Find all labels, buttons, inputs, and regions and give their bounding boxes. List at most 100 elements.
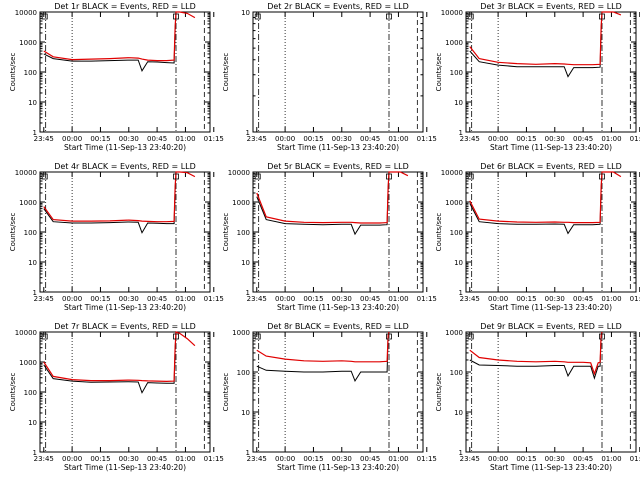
boundary-box-marker <box>599 333 605 340</box>
x-tick-label: 01:00 <box>388 295 408 303</box>
x-tick-label: 00:00 <box>275 135 295 143</box>
y-tick-label: 1000 <box>445 199 463 207</box>
y-tick-label: 10 <box>28 259 37 267</box>
x-tick-label: 23:45 <box>460 455 480 463</box>
boundary-box-marker <box>386 13 392 20</box>
lld-series-line <box>43 171 196 223</box>
x-tick-label: 00:15 <box>303 455 323 463</box>
y-tick-label: 1000 <box>445 39 463 47</box>
events-series-line <box>43 171 177 234</box>
y-tick-label: 10 <box>454 99 463 107</box>
x-axis-label: Start Time (11-Sep-13 23:40:20) <box>490 463 612 472</box>
detector-panel-2: Det 2r BLACK = Events, RED = LLD 1 10 Count… <box>222 2 437 152</box>
detector-panel-7: Det 7r BLACK = Events, RED = LLD 1 10 100 10… <box>9 322 224 472</box>
y-tick-label: 1000 <box>445 329 463 337</box>
y-tick-label: 100 <box>24 69 37 77</box>
lld-series-line <box>469 11 622 66</box>
y-tick-label: 1 <box>459 449 463 457</box>
plot-frame <box>252 331 424 453</box>
boundary-box-marker <box>41 13 48 20</box>
x-tick-label: 00:45 <box>147 135 167 143</box>
x-tick-label: 00:15 <box>303 295 323 303</box>
x-tick-label: 23:45 <box>247 455 267 463</box>
y-axis-label: Counts/sec <box>9 53 17 92</box>
y-axis-label: Counts/sec <box>435 53 443 92</box>
lld-series-line <box>256 171 409 224</box>
y-tick-label: 1 <box>459 129 463 137</box>
lld-series-line <box>469 171 622 224</box>
y-tick-label: 1000 <box>232 199 250 207</box>
boundary-box-marker <box>254 13 261 20</box>
y-tick-label: 10 <box>241 9 250 17</box>
boundary-box-marker <box>386 173 392 180</box>
y-tick-label: 10000 <box>441 9 463 17</box>
detector-panel-6: Det 6r BLACK = Events, RED = LLD 1 10 100 10… <box>435 162 640 312</box>
x-tick-label: 00:00 <box>488 455 508 463</box>
y-tick-label: 10000 <box>228 169 250 177</box>
y-tick-label: 10 <box>454 409 463 417</box>
events-series-line <box>43 331 177 394</box>
events-series-line <box>469 11 603 78</box>
x-axis-label: Start Time (11-Sep-13 23:40:20) <box>64 463 186 472</box>
detector-panel-3: Det 3r BLACK = Events, RED = LLD 1 10 100 10… <box>435 2 640 152</box>
boundary-box-marker <box>173 333 179 340</box>
y-tick-label: 1000 <box>19 199 37 207</box>
x-axis-label: Start Time (11-Sep-13 23:40:20) <box>277 303 399 312</box>
x-tick-label: 01:15 <box>417 135 437 143</box>
detector-panel-1: Det 1r BLACK = Events, RED = LLD 1 10 100 10… <box>9 2 224 152</box>
y-tick-label: 10 <box>454 259 463 267</box>
panel-title: Det 4r BLACK = Events, RED = LLD <box>54 162 196 171</box>
x-axis-label: Start Time (11-Sep-13 23:40:20) <box>64 303 186 312</box>
x-tick-label: 01:00 <box>601 135 621 143</box>
events-series-line <box>469 331 603 380</box>
boundary-box-marker <box>467 173 474 180</box>
x-tick-label: 00:15 <box>516 295 536 303</box>
x-tick-label: 01:15 <box>204 135 224 143</box>
y-tick-label: 10 <box>28 99 37 107</box>
y-tick-label: 1 <box>33 449 37 457</box>
x-axis-label: Start Time (11-Sep-13 23:40:20) <box>277 463 399 472</box>
boundary-box-marker <box>599 173 605 180</box>
x-tick-label: 00:45 <box>573 295 593 303</box>
x-tick-label: 00:15 <box>90 455 110 463</box>
x-tick-label: 00:30 <box>545 135 565 143</box>
boundary-box-marker <box>41 173 48 180</box>
x-tick-label: 01:15 <box>204 295 224 303</box>
x-tick-label: 00:45 <box>147 295 167 303</box>
detector-panel-5: Det 5r BLACK = Events, RED = LLD 1 10 100 10… <box>222 162 437 312</box>
x-tick-label: 01:15 <box>417 295 437 303</box>
y-tick-label: 100 <box>450 229 463 237</box>
x-tick-label: 00:45 <box>147 455 167 463</box>
lld-series-line <box>43 11 196 62</box>
x-tick-label: 01:15 <box>630 135 640 143</box>
y-tick-label: 1 <box>246 289 250 297</box>
x-tick-label: 00:00 <box>275 455 295 463</box>
x-tick-label: 00:00 <box>62 295 82 303</box>
panel-title: Det 8r BLACK = Events, RED = LLD <box>267 322 409 331</box>
x-tick-label: 00:30 <box>545 295 565 303</box>
y-axis-label: Counts/sec <box>222 53 230 92</box>
x-tick-label: 23:45 <box>34 135 54 143</box>
x-tick-label: 01:00 <box>601 295 621 303</box>
x-tick-label: 00:30 <box>332 295 352 303</box>
x-tick-label: 23:45 <box>460 135 480 143</box>
x-tick-label: 00:00 <box>488 135 508 143</box>
y-tick-label: 100 <box>24 389 37 397</box>
boundary-box-marker <box>599 13 605 20</box>
detector-panel-8: Det 8r BLACK = Events, RED = LLD 1 10 100 10… <box>222 322 437 472</box>
panel-title: Det 7r BLACK = Events, RED = LLD <box>54 322 196 331</box>
x-tick-label: 01:00 <box>388 455 408 463</box>
boundary-box-marker <box>254 333 261 340</box>
y-tick-label: 1 <box>459 289 463 297</box>
y-axis-label: Counts/sec <box>435 373 443 412</box>
y-tick-label: 10 <box>241 409 250 417</box>
y-axis-label: Counts/sec <box>9 213 17 252</box>
lld-series-line <box>256 331 390 363</box>
y-tick-label: 10000 <box>441 169 463 177</box>
x-tick-label: 00:00 <box>488 295 508 303</box>
plot-frame <box>252 11 424 133</box>
events-series-line <box>469 171 603 235</box>
